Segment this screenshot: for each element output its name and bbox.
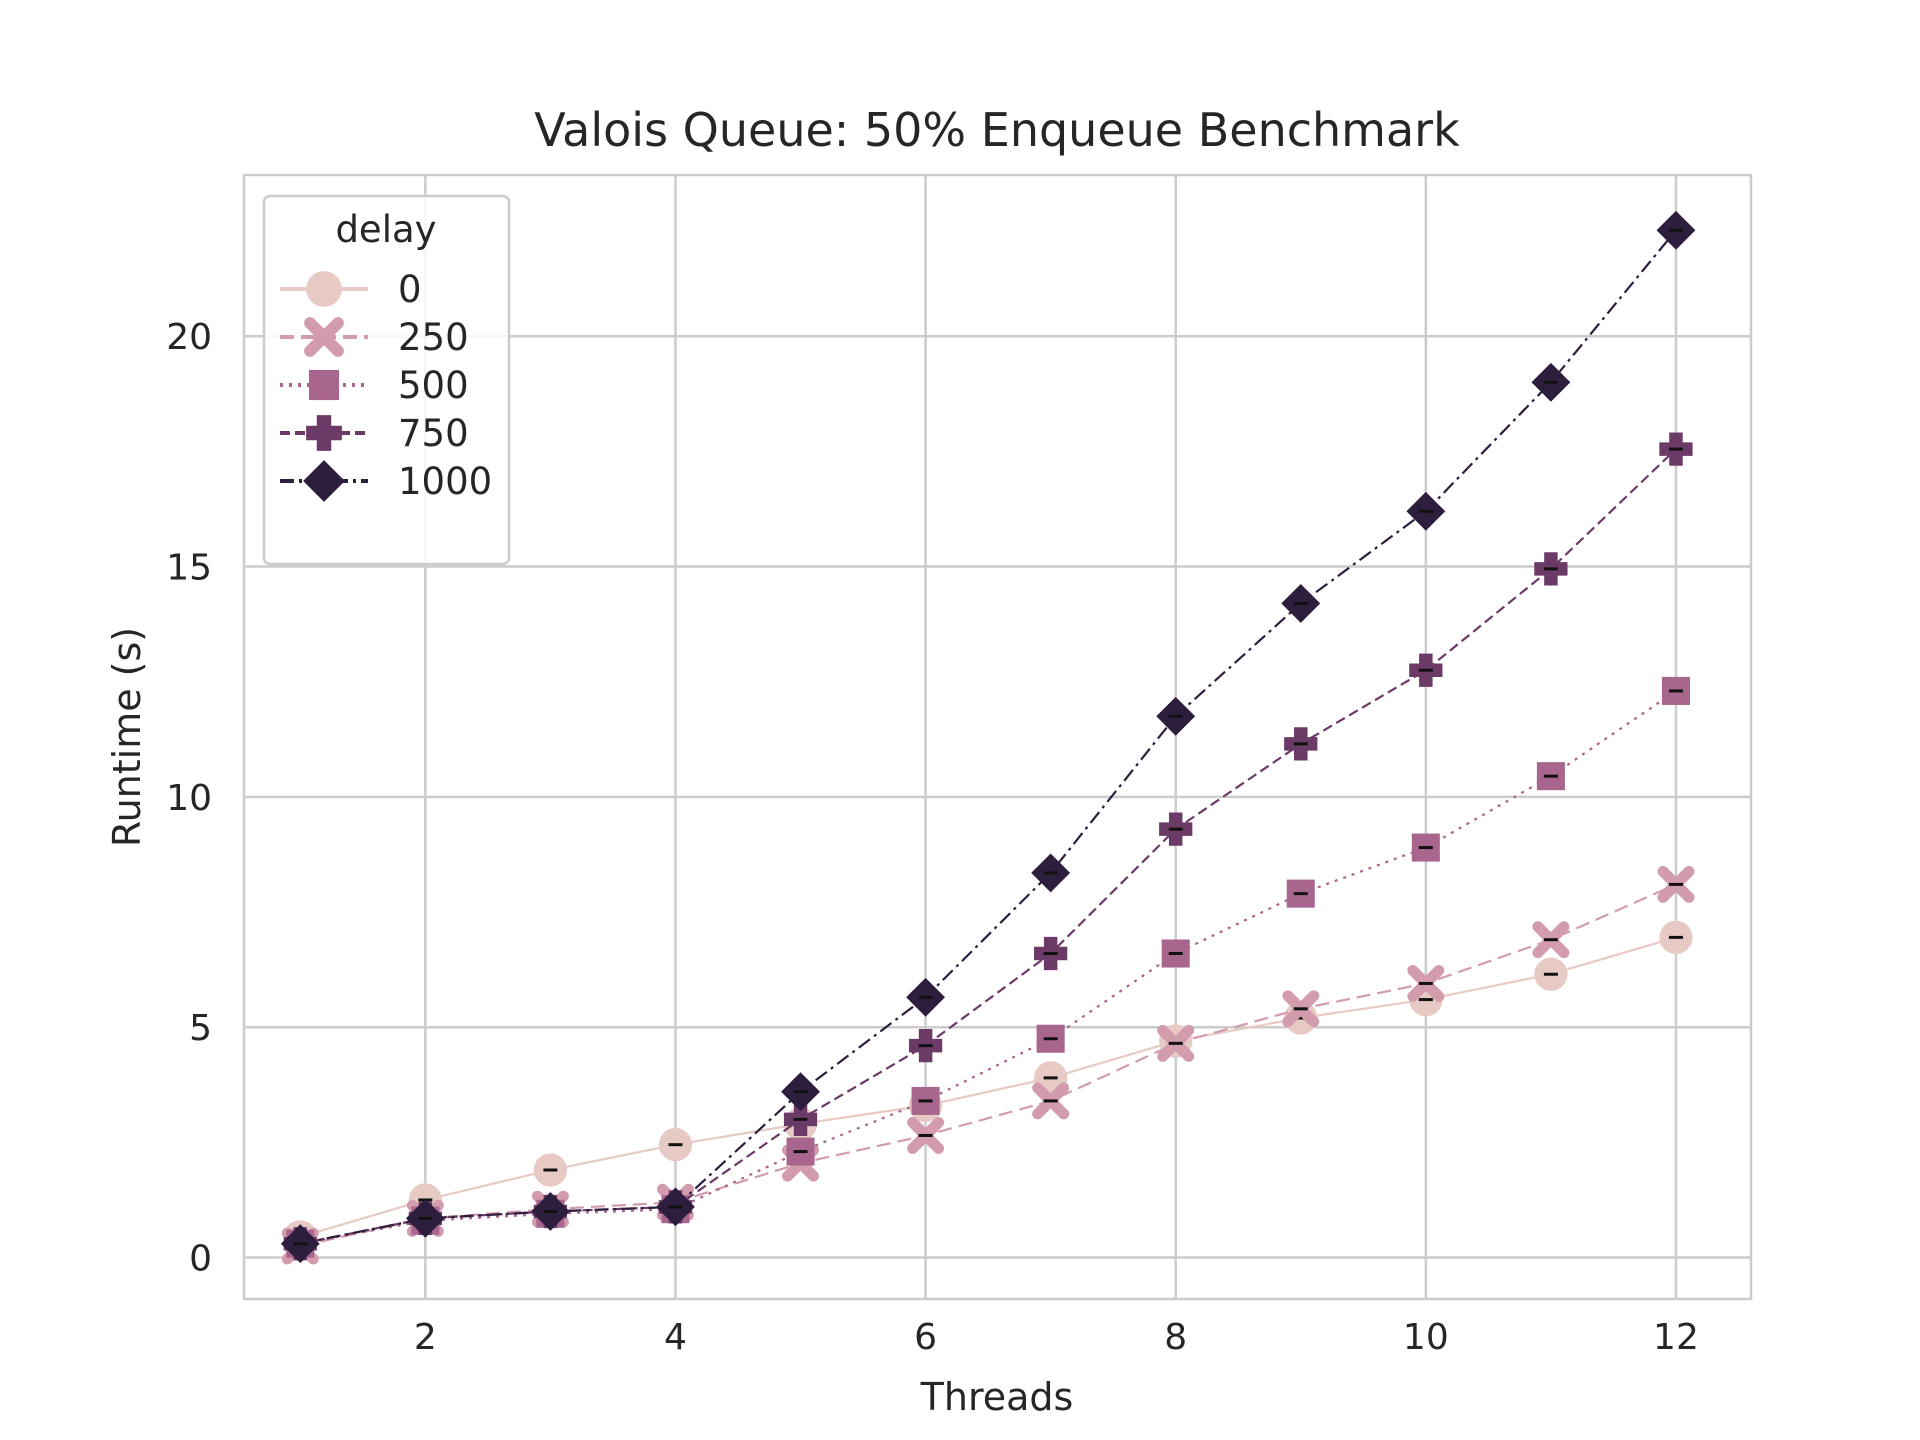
legend-items: 0 250 500 750 1000 <box>280 268 492 503</box>
legend-item: 1000 <box>280 460 492 503</box>
legend-label: 1000 <box>398 460 492 503</box>
series-line <box>300 448 1677 1245</box>
legend-label: 250 <box>398 316 469 359</box>
legend-item: 0 <box>280 268 422 311</box>
x-tick-label: 2 <box>414 1317 437 1358</box>
series-250 <box>281 865 1695 1265</box>
y-tick-label: 5 <box>189 1008 212 1049</box>
data-point <box>1286 879 1315 908</box>
chart-title: Valois Queue: 50% Enqueue Benchmark <box>534 103 1460 157</box>
series-1000 <box>280 210 1696 1264</box>
series-0 <box>283 920 1693 1254</box>
series-line <box>300 690 1677 1245</box>
plot-frame <box>242 173 1753 1301</box>
x-axis-title: Threads <box>920 1375 1074 1419</box>
legend-title: delay <box>335 208 436 251</box>
y-tick-label: 10 <box>166 778 212 819</box>
legend-item: 500 <box>280 364 469 407</box>
x-tick-label: 12 <box>1653 1317 1699 1358</box>
y-tick-labels: 0 5 10 15 20 <box>166 317 212 1279</box>
series-line <box>299 936 1677 1238</box>
y-tick-label: 15 <box>166 548 212 589</box>
legend: delay 0 250 500 750 1000 <box>262 194 511 566</box>
legend-box <box>262 194 511 566</box>
legend-marker <box>308 369 340 401</box>
legend-item: 750 <box>280 412 469 455</box>
x-tick-label: 6 <box>914 1317 937 1358</box>
series-500 <box>286 676 1690 1258</box>
y-tick-label: 0 <box>189 1239 212 1280</box>
legend-label: 750 <box>398 412 469 455</box>
series-line <box>300 229 1677 1245</box>
legend-marker <box>304 317 344 357</box>
x-tick-labels: 2 4 6 8 10 12 <box>414 1317 1699 1358</box>
x-tick-label: 8 <box>1164 1317 1187 1358</box>
x-tick-label: 10 <box>1403 1317 1449 1358</box>
legend-marker <box>306 271 342 307</box>
legend-marker <box>306 415 342 451</box>
legend-label: 500 <box>398 364 469 407</box>
series-layer <box>280 210 1696 1265</box>
legend-label: 0 <box>398 268 422 311</box>
x-tick-label: 4 <box>664 1317 687 1358</box>
y-tick-label: 20 <box>166 317 212 358</box>
legend-marker <box>303 460 345 502</box>
series-line <box>300 883 1677 1248</box>
legend-item: 250 <box>280 316 469 359</box>
y-axis-title: Runtime (s) <box>105 627 149 847</box>
